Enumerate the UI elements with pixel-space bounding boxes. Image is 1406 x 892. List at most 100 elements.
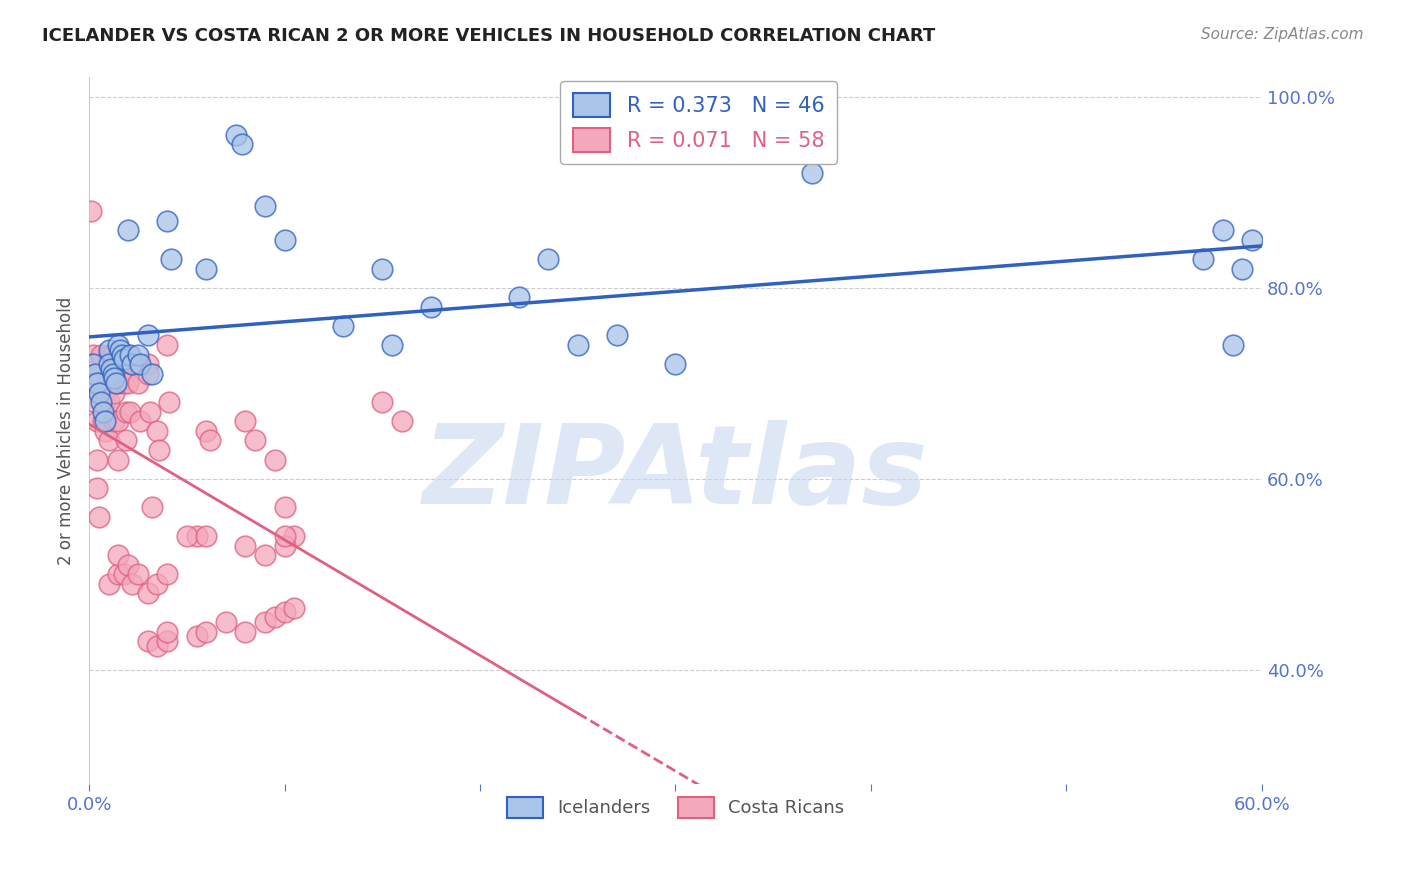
Point — [127, 567, 149, 582]
Point — [121, 576, 143, 591]
Point — [86, 376, 108, 391]
Point — [1212, 223, 1234, 237]
Point — [90, 376, 112, 391]
Point — [156, 567, 179, 582]
Point — [273, 233, 295, 247]
Point — [195, 424, 218, 438]
Point — [283, 529, 305, 543]
Point — [253, 615, 276, 629]
Point — [235, 539, 257, 553]
Point — [117, 223, 139, 237]
Point — [103, 414, 125, 428]
Point — [93, 395, 115, 409]
Point — [117, 347, 139, 361]
Point — [115, 434, 138, 448]
Point — [107, 367, 129, 381]
Point — [186, 529, 208, 543]
Point — [120, 347, 142, 361]
Point — [90, 395, 112, 409]
Point — [273, 539, 295, 553]
Point — [82, 347, 104, 361]
Point — [263, 452, 285, 467]
Point — [90, 347, 112, 361]
Point — [87, 385, 110, 400]
Text: ICELANDER VS COSTA RICAN 2 OR MORE VEHICLES IN HOUSEHOLD CORRELATION CHART: ICELANDER VS COSTA RICAN 2 OR MORE VEHIC… — [42, 27, 935, 45]
Point — [157, 395, 180, 409]
Point — [121, 357, 143, 371]
Point — [107, 548, 129, 562]
Legend: Icelanders, Costa Ricans: Icelanders, Costa Ricans — [499, 789, 852, 825]
Point — [127, 376, 149, 391]
Point — [97, 357, 120, 371]
Point — [93, 414, 115, 428]
Point — [156, 338, 179, 352]
Point — [332, 318, 354, 333]
Point — [253, 199, 276, 213]
Point — [82, 357, 104, 371]
Point — [146, 639, 169, 653]
Point — [146, 424, 169, 438]
Point — [115, 405, 138, 419]
Point — [112, 567, 135, 582]
Point — [371, 261, 394, 276]
Point — [97, 347, 120, 361]
Point — [1241, 233, 1264, 247]
Point — [231, 137, 253, 152]
Point — [215, 615, 238, 629]
Point — [112, 352, 135, 367]
Point — [141, 367, 163, 381]
Point — [86, 452, 108, 467]
Point — [112, 376, 135, 391]
Point — [107, 414, 129, 428]
Point — [420, 300, 443, 314]
Point — [136, 328, 159, 343]
Point — [100, 361, 122, 376]
Point — [567, 338, 589, 352]
Point — [117, 376, 139, 391]
Point — [91, 414, 114, 428]
Point — [273, 529, 295, 543]
Point — [87, 510, 110, 524]
Point — [381, 338, 404, 352]
Point — [156, 624, 179, 639]
Point — [195, 261, 218, 276]
Point — [103, 371, 125, 385]
Point — [107, 567, 129, 582]
Point — [156, 213, 179, 227]
Point — [97, 395, 120, 409]
Point — [84, 367, 107, 381]
Point — [195, 529, 218, 543]
Point — [146, 576, 169, 591]
Point — [117, 558, 139, 572]
Point — [127, 357, 149, 371]
Point — [391, 414, 413, 428]
Point — [128, 414, 150, 428]
Point — [107, 452, 129, 467]
Point — [120, 405, 142, 419]
Point — [97, 343, 120, 357]
Point — [195, 624, 218, 639]
Point — [97, 376, 120, 391]
Point — [138, 405, 160, 419]
Point — [537, 252, 560, 266]
Point — [283, 600, 305, 615]
Text: Source: ZipAtlas.com: Source: ZipAtlas.com — [1201, 27, 1364, 42]
Point — [86, 481, 108, 495]
Point — [245, 434, 267, 448]
Point — [105, 376, 128, 391]
Point — [273, 500, 295, 515]
Y-axis label: 2 or more Vehicles in Household: 2 or more Vehicles in Household — [58, 297, 75, 565]
Point — [371, 395, 394, 409]
Point — [136, 367, 159, 381]
Point — [176, 529, 198, 543]
Point — [84, 395, 107, 409]
Point — [107, 338, 129, 352]
Point — [97, 434, 120, 448]
Point — [160, 252, 183, 266]
Point — [1232, 261, 1254, 276]
Point — [103, 385, 125, 400]
Text: ZIPAtlas: ZIPAtlas — [423, 420, 928, 527]
Point — [235, 414, 257, 428]
Point — [86, 414, 108, 428]
Point — [107, 347, 129, 361]
